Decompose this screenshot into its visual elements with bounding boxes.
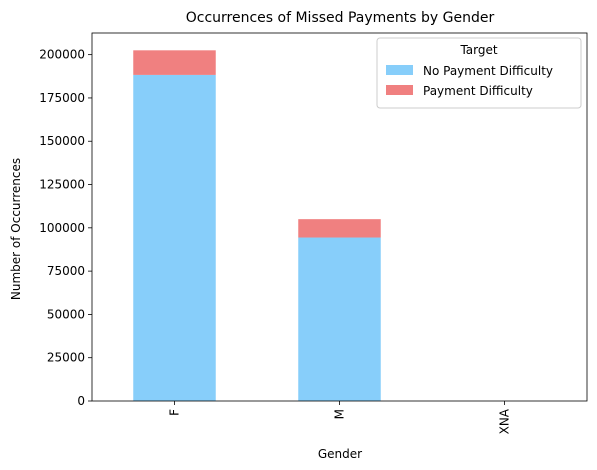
legend-box [376,37,582,109]
chart-title: Occurrences of Missed Payments by Gender [186,10,495,26]
legend-swatch-1 [386,85,413,95]
x-axis: F M XNA [168,401,512,434]
legend-title: Target [459,43,497,57]
x-tick-label-m: M [333,409,347,419]
bar-m-series-1 [298,219,381,238]
y-tick-label-25000: 25000 [47,351,85,365]
y-tick-label-125000: 125000 [39,178,85,192]
legend: Target No Payment Difficulty Payment Diffi… [376,37,582,109]
legend-label-1: Payment Difficulty [423,84,533,98]
y-tick-label-150000: 150000 [39,134,85,148]
y-axis-title: Number of Occurrences [9,158,23,300]
y-tick-label-200000: 200000 [39,48,85,62]
plot-area [91,32,588,402]
legend-label-0: No Payment Difficulty [423,64,553,78]
y-tick-label-0: 0 [77,394,85,408]
x-tick-label-f: F [168,409,182,416]
y-tick-label-175000: 175000 [39,91,85,105]
bar-f-series-0 [133,74,216,401]
y-axis: 0 25000 50000 75000 100000 125000 150000 175000… [39,48,92,408]
x-axis-title: Gender [318,447,362,461]
y-tick-label-50000: 50000 [47,307,85,321]
bar-f-series-1 [133,50,216,75]
bar-m-series-0 [298,237,381,401]
y-tick-label-100000: 100000 [39,221,85,235]
legend-swatch-0 [386,65,413,75]
y-tick-label-75000: 75000 [47,264,85,278]
x-tick-label-xna: XNA [498,408,512,434]
